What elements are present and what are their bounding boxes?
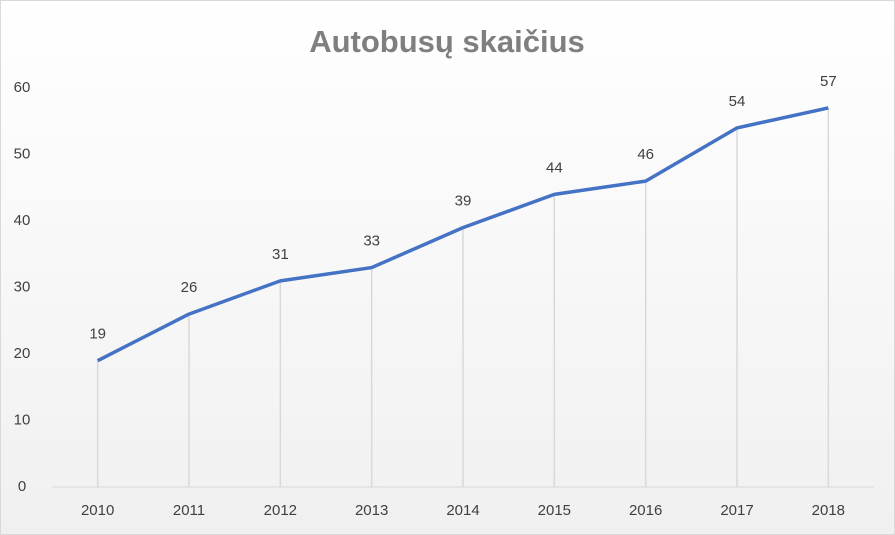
- x-tick-label: 2013: [355, 502, 388, 519]
- y-tick-label: 40: [14, 212, 31, 229]
- data-line: [96, 106, 829, 363]
- x-tick-label: 2014: [446, 502, 479, 519]
- y-tick-label: 50: [14, 145, 31, 162]
- y-tick-label: 60: [14, 79, 31, 96]
- chart-title: Autobusų skaičius: [309, 24, 585, 59]
- y-tick-label: 0: [18, 478, 26, 495]
- x-tick-label: 2011: [173, 502, 205, 519]
- y-tick-label: 20: [14, 345, 31, 362]
- x-tick-label: 2010: [81, 502, 114, 519]
- data-label: 46: [637, 146, 654, 163]
- x-tick-label: 2018: [812, 502, 845, 519]
- data-label: 26: [181, 279, 198, 296]
- data-label: 19: [89, 326, 106, 343]
- data-label: 33: [363, 233, 380, 250]
- data-label: 44: [546, 159, 563, 176]
- data-label: 57: [820, 73, 837, 90]
- data-label: 39: [455, 193, 472, 210]
- y-tick-label: 10: [14, 411, 31, 428]
- x-tick-label: 2017: [720, 502, 753, 519]
- y-tick-label: 30: [14, 278, 31, 295]
- x-tick-label: 2012: [264, 502, 297, 519]
- x-tick-label: 2016: [629, 502, 662, 519]
- data-label: 31: [272, 246, 289, 263]
- x-tick-label: 2015: [538, 502, 571, 519]
- data-label: 54: [729, 93, 746, 110]
